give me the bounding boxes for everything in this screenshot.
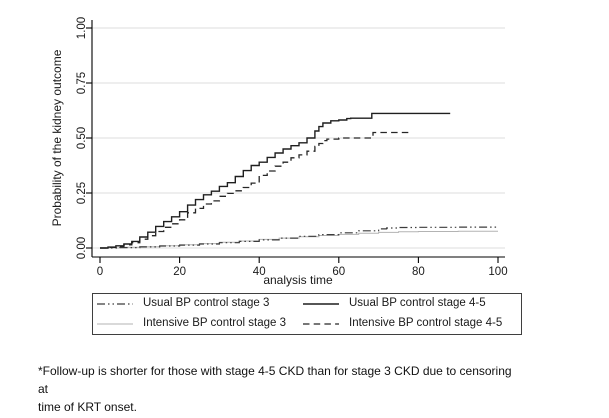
series-line-usual-bp-control-stage-3 <box>100 226 498 249</box>
x-tick-label-80: 80 <box>412 266 425 278</box>
series-line-usual-bp-control-stage-4-5 <box>100 112 451 249</box>
y-tick-label-1: 1.00 <box>76 17 88 39</box>
axes-group: 0.00 0.25 0.50 0.75 1.00 0 20 40 60 80 100 <box>76 17 508 278</box>
x-tick-label-60: 60 <box>332 266 345 278</box>
legend-line-solid-icon <box>303 303 339 305</box>
legend-item-intensive-stage45: Intensive BP control stage 4-5 <box>303 318 521 330</box>
legend-label: Intensive BP control stage 4-5 <box>349 317 503 330</box>
legend-label: Intensive BP control stage 3 <box>143 317 286 330</box>
x-tick-label-100: 100 <box>488 266 507 278</box>
legend-item-intensive-stage3: Intensive BP control stage 3 <box>97 318 303 330</box>
legend-box: Usual BP control stage 3 Usual BP contro… <box>92 293 522 335</box>
legend-item-usual-stage3: Usual BP control stage 3 <box>97 298 303 310</box>
y-tick-label-0.25: 0.25 <box>76 182 88 204</box>
legend-line-dashed-icon <box>303 323 339 325</box>
x-tick-label-0: 0 <box>97 266 103 278</box>
y-tick-label-0.5: 0.50 <box>76 127 88 149</box>
legend-line-dash-dot-dot-icon <box>97 303 133 305</box>
series-group <box>100 112 498 249</box>
legend-line-thin-gray-icon <box>97 323 133 325</box>
legend-label: Usual BP control stage 4-5 <box>349 297 486 310</box>
x-tick-label-40: 40 <box>253 266 266 278</box>
gridlines-group <box>92 27 505 249</box>
series-line-intensive-bp-control-stage-4-5 <box>100 131 412 249</box>
legend-item-usual-stage45: Usual BP control stage 4-5 <box>303 298 521 310</box>
km-plot-svg: 0.00 0.25 0.50 0.75 1.00 0 20 40 60 80 100 analysi… <box>50 17 508 287</box>
legend-label: Usual BP control stage 3 <box>143 297 270 310</box>
y-tick-label-0.75: 0.75 <box>76 72 88 94</box>
x-tick-label-20: 20 <box>173 266 186 278</box>
y-axis-title: Probability of the kidney outcome <box>50 49 64 226</box>
figure-footnote: *Follow-up is shorter for those with sta… <box>38 364 512 414</box>
x-axis-title: analysis time <box>263 273 333 287</box>
y-tick-label-0: 0.00 <box>76 237 88 259</box>
